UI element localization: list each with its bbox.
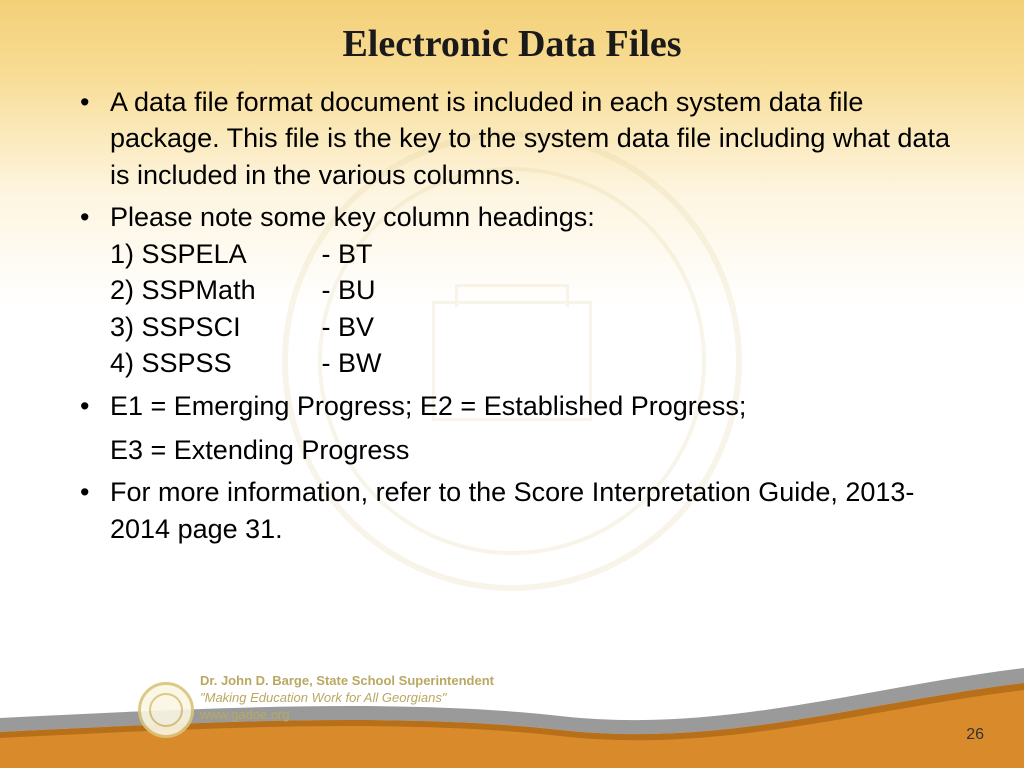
tagline: "Making Education Work for All Georgians…: [200, 690, 494, 707]
footer-seal-icon: [138, 682, 194, 738]
bullet-item: A data file format document is included …: [80, 84, 964, 193]
website-url: www.gadoe.org: [200, 707, 494, 724]
column-heading-row: 2) SSPMath- BU: [110, 275, 376, 305]
bullet-text: E1 = Emerging Progress; E2 = Established…: [110, 391, 746, 421]
superintendent-name: Dr. John D. Barge, State School Superint…: [200, 673, 494, 690]
slide-title: Electronic Data Files: [0, 0, 1024, 66]
footer-credits: Dr. John D. Barge, State School Superint…: [200, 673, 494, 724]
column-heading-row: 1) SSPELA- BT: [110, 239, 373, 269]
bullet-text: Please note some key column headings:: [110, 202, 595, 232]
continuation-line: E3 = Extending Progress: [80, 432, 964, 468]
bullet-item: E1 = Emerging Progress; E2 = Established…: [80, 388, 964, 424]
slide-body: A data file format document is included …: [0, 66, 1024, 547]
bullet-text: For more information, refer to the Score…: [110, 477, 914, 543]
bullet-text: A data file format document is included …: [110, 87, 950, 190]
column-heading-row: 3) SSPSCI- BV: [110, 312, 374, 342]
column-heading-row: 4) SSPSS- BW: [110, 348, 382, 378]
bullet-item: Please note some key column headings: 1)…: [80, 199, 964, 381]
bullet-item: For more information, refer to the Score…: [80, 474, 964, 547]
page-number: 26: [966, 726, 984, 744]
